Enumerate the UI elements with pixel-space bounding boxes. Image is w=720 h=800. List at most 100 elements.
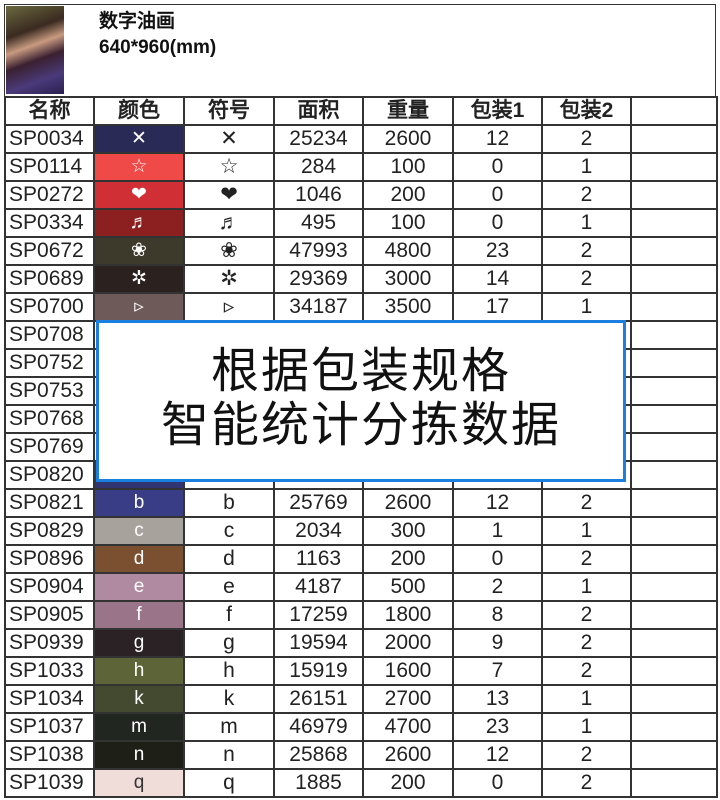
product-size: 640*960(mm) [99,37,217,58]
area-cell: 34187 [273,292,364,322]
empty-cell [630,740,718,770]
empty-cell [630,488,718,518]
banner-line-2: 智能统计分拣数据 [160,399,561,452]
name-cell: SP0753 [4,376,95,406]
pack2-cell: 2 [541,768,632,798]
pack2-cell: 1 [541,516,632,546]
name-cell: SP0708 [4,320,95,350]
table-row: SP1039 q q 1885 200 0 2 [4,768,718,798]
column-header: 包装1 [452,96,543,126]
name-cell: SP0114 [4,152,95,182]
pack1-cell: 0 [452,152,543,182]
pack1-cell: 8 [452,600,543,630]
pack1-cell: 13 [452,684,543,714]
name-cell: SP0769 [4,432,95,462]
table-row: SP1038 n n 25868 2600 12 2 [4,740,718,770]
empty-cell [630,236,718,266]
pack2-cell: 2 [541,180,632,210]
table-header: 名称 颜色 符号 面积 重量 包装1 包装2 [4,96,718,126]
name-cell: SP0752 [4,348,95,378]
table-row: SP0905 f f 17259 1800 8 2 [4,600,718,630]
weight-cell: 500 [362,572,454,602]
empty-cell [630,292,718,322]
weight-cell: 2600 [362,740,454,770]
symbol-cell: n [183,740,275,770]
weight-cell: 300 [362,516,454,546]
area-cell: 46979 [273,712,364,742]
pack2-cell: 1 [541,292,632,322]
pack1-cell: 9 [452,628,543,658]
pack2-cell: 2 [541,740,632,770]
name-cell: SP0821 [4,488,95,518]
area-cell: 19594 [273,628,364,658]
area-cell: 1046 [273,180,364,210]
table-row: SP0672 ❀ ❀ 47993 4800 23 2 [4,236,718,266]
empty-cell [630,180,718,210]
pack1-cell: 23 [452,712,543,742]
color-swatch-cell: ❤ [93,180,185,210]
name-cell: SP0272 [4,180,95,210]
column-header: 名称 [4,96,95,126]
area-cell: 25769 [273,488,364,518]
weight-cell: 2600 [362,124,454,154]
weight-cell: 2700 [362,684,454,714]
pack2-cell: 2 [541,124,632,154]
overlay-banner: 根据包装规格 智能统计分拣数据 [96,320,626,482]
symbol-cell: ❤ [183,180,275,210]
weight-cell: 1600 [362,656,454,686]
weight-cell: 100 [362,208,454,238]
color-table: 名称 颜色 符号 面积 重量 包装1 包装2 SP0034 ✕ ✕ 25234 2600 12 2 SP0… [4,96,718,798]
name-cell: SP1033 [4,656,95,686]
name-cell: SP0768 [4,404,95,434]
pack2-cell: 1 [541,572,632,602]
name-cell: SP1038 [4,740,95,770]
color-swatch-cell: q [93,768,185,798]
color-swatch-cell: n [93,740,185,770]
name-cell: SP0034 [4,124,95,154]
area-cell: 47993 [273,236,364,266]
weight-cell: 200 [362,180,454,210]
table-row: SP0939 g g 19594 2000 9 2 [4,628,718,658]
symbol-cell: ♬ [183,208,275,238]
name-cell: SP0939 [4,628,95,658]
header-area: 数字油画 640*960(mm) [4,4,716,97]
name-cell: SP0700 [4,292,95,322]
color-swatch-cell: ☆ [93,152,185,182]
area-cell: 29369 [273,264,364,294]
pack1-cell: 23 [452,236,543,266]
symbol-cell: f [183,600,275,630]
symbol-cell: q [183,768,275,798]
area-cell: 26151 [273,684,364,714]
weight-cell: 3500 [362,292,454,322]
table-row: SP0821 b b 25769 2600 12 2 [4,488,718,518]
name-cell: SP0905 [4,600,95,630]
empty-cell [630,320,718,350]
name-cell: SP1034 [4,684,95,714]
weight-cell: 100 [362,152,454,182]
symbol-cell: c [183,516,275,546]
empty-cell [630,348,718,378]
pack2-cell: 2 [541,628,632,658]
pack2-cell: 2 [541,264,632,294]
name-cell: SP0896 [4,544,95,574]
symbol-cell: e [183,572,275,602]
weight-cell: 2000 [362,628,454,658]
empty-cell [630,712,718,742]
pack1-cell: 0 [452,180,543,210]
empty-cell [630,516,718,546]
pack1-cell: 12 [452,124,543,154]
name-cell: SP0672 [4,236,95,266]
table-row: SP0896 d d 1163 200 0 2 [4,544,718,574]
color-swatch-cell: g [93,628,185,658]
pack2-cell: 2 [541,488,632,518]
empty-cell [630,124,718,154]
pack2-cell: 1 [541,684,632,714]
symbol-cell: ✲ [183,264,275,294]
weight-cell: 200 [362,768,454,798]
column-header: 颜色 [93,96,185,126]
empty-cell [630,208,718,238]
weight-cell: 3000 [362,264,454,294]
table-row: SP0689 ✲ ✲ 29369 3000 14 2 [4,264,718,294]
empty-cell [630,264,718,294]
table-row: SP0114 ☆ ☆ 284 100 0 1 [4,152,718,182]
